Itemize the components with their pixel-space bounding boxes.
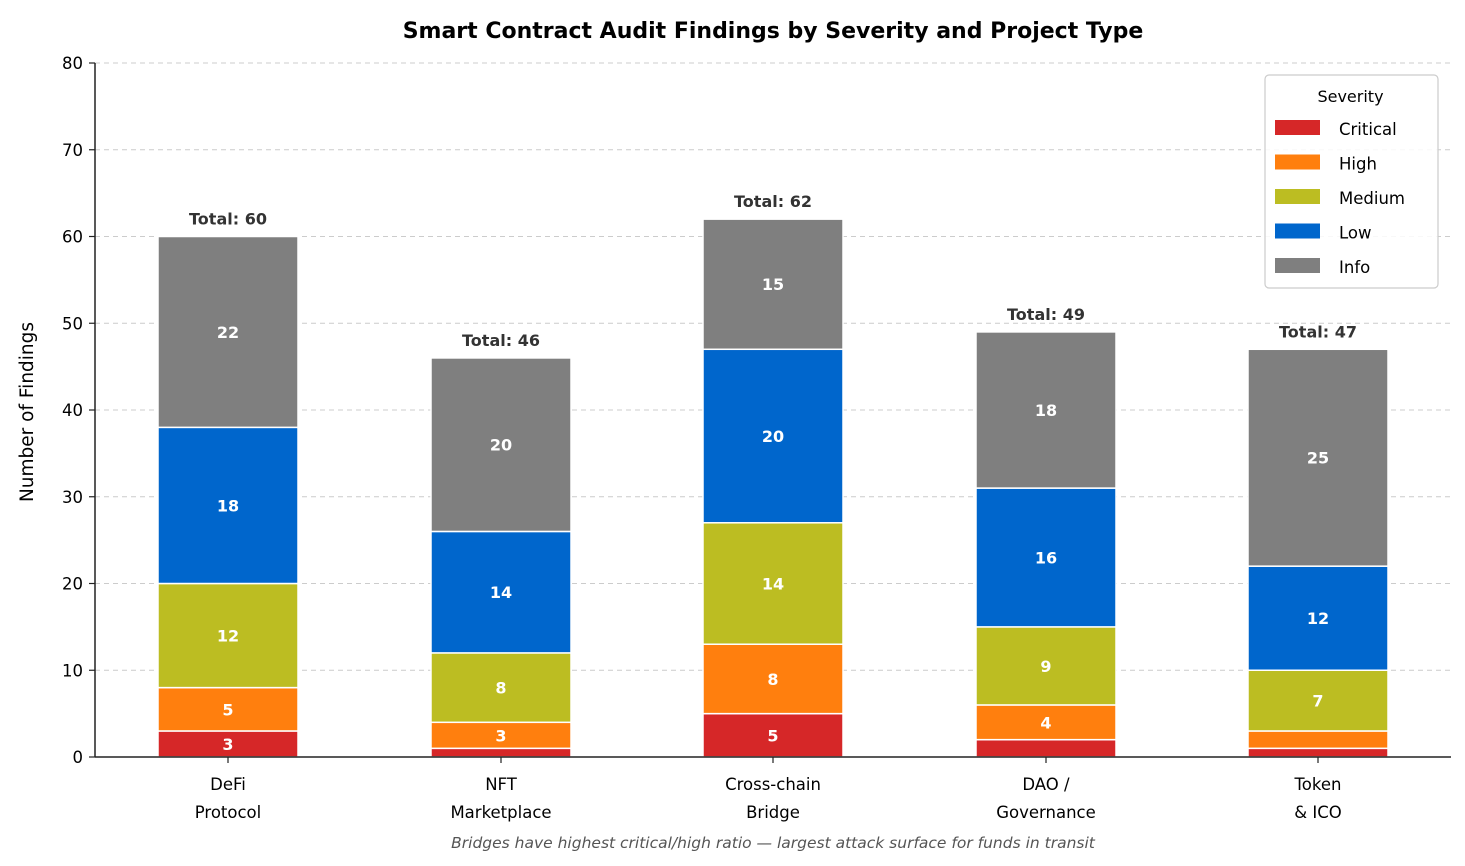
y-tick-label: 50 bbox=[62, 314, 83, 333]
legend-swatch-high bbox=[1275, 154, 1320, 170]
x-tick-label-line: Protocol bbox=[195, 803, 262, 822]
total-label: Total: 60 bbox=[189, 210, 267, 229]
legend-swatch-medium bbox=[1275, 189, 1320, 204]
x-tick-label-line: Governance bbox=[996, 803, 1096, 822]
bar-segment-info bbox=[157, 235, 299, 429]
segment-value-label: 12 bbox=[217, 627, 239, 646]
segment-value-label: 5 bbox=[222, 700, 233, 719]
legend-label: Low bbox=[1339, 224, 1372, 243]
y-tick-label: 40 bbox=[62, 401, 83, 420]
segment-value-label: 18 bbox=[1035, 401, 1057, 420]
y-tick-label: 30 bbox=[62, 488, 83, 507]
y-tick-label: 0 bbox=[73, 748, 84, 767]
y-tick-label: 80 bbox=[62, 54, 83, 73]
segment-value-label: 3 bbox=[495, 726, 506, 745]
bar-segment-high bbox=[1247, 730, 1389, 750]
x-tick-label-line: Token bbox=[1294, 775, 1342, 794]
bar-segment-critical bbox=[157, 730, 299, 758]
bar-segment-critical bbox=[975, 738, 1117, 758]
y-tick-label: 70 bbox=[62, 141, 83, 160]
bar-segment-low bbox=[975, 487, 1117, 628]
legend: Severity Critical High Medium Low Info bbox=[1264, 74, 1439, 289]
bar-segment-info bbox=[430, 357, 572, 533]
bar-segment-low bbox=[702, 348, 844, 524]
bar-segment-info bbox=[1247, 348, 1389, 567]
segment-value-label: 9 bbox=[1040, 657, 1051, 676]
segment-value-label: 8 bbox=[495, 679, 506, 698]
segment-value-label: 14 bbox=[490, 583, 512, 602]
legend-label: Critical bbox=[1339, 120, 1397, 139]
x-tick-label: Cross-chain Bridge bbox=[725, 775, 821, 822]
segment-value-label: 25 bbox=[1307, 449, 1329, 468]
bar-segment-low bbox=[1247, 565, 1389, 672]
x-tick-label-line: Cross-chain bbox=[725, 775, 821, 794]
total-label: Total: 46 bbox=[462, 331, 540, 350]
chart-title: Smart Contract Audit Findings by Severit… bbox=[403, 19, 1144, 44]
bar-segment-critical bbox=[1247, 747, 1389, 758]
x-axis-ticks: DeFi Protocol NFT Marketplace Cross-chain Bri… bbox=[195, 757, 1342, 822]
segment-value-label: 3 bbox=[222, 735, 233, 754]
x-tick-label-line: DeFi bbox=[210, 775, 246, 794]
y-tick-label: 60 bbox=[62, 228, 83, 247]
bar-segment-low bbox=[430, 530, 572, 654]
x-tick-label: NFT Marketplace bbox=[450, 775, 551, 822]
bar-segment-high bbox=[702, 643, 844, 715]
bars: 3 5 12 18 22 Total: 60 3 8 14 20 Total: 46 5 8 14 20 15… bbox=[157, 192, 1389, 758]
bar-segment-critical bbox=[702, 712, 844, 758]
segment-value-label: 4 bbox=[1040, 713, 1051, 732]
legend-label: Medium bbox=[1339, 189, 1405, 208]
legend-swatch-critical bbox=[1275, 120, 1320, 135]
segment-value-label: 22 bbox=[217, 323, 239, 342]
segment-value-label: 12 bbox=[1307, 609, 1329, 628]
legend-box bbox=[1264, 74, 1439, 289]
segment-value-label: 5 bbox=[767, 726, 778, 745]
y-tick-label: 20 bbox=[62, 575, 83, 594]
legend-swatch-info bbox=[1275, 258, 1320, 273]
segment-value-label: 15 bbox=[762, 275, 784, 294]
legend-label: High bbox=[1339, 155, 1377, 174]
segment-value-label: 8 bbox=[767, 670, 778, 689]
x-tick-label: DAO / Governance bbox=[996, 775, 1096, 822]
bar-segment-critical bbox=[430, 747, 572, 758]
x-tick-label-line: NFT bbox=[485, 775, 518, 794]
bar-segment-medium bbox=[157, 582, 299, 689]
bar-segment-low bbox=[157, 426, 299, 585]
segment-value-label: 16 bbox=[1035, 548, 1057, 567]
segment-value-label: 20 bbox=[762, 427, 784, 446]
y-tick-label: 10 bbox=[62, 661, 83, 680]
x-tick-label: DeFi Protocol bbox=[195, 775, 262, 822]
bar-segment-medium bbox=[702, 522, 844, 645]
bar-segment-info bbox=[975, 331, 1117, 489]
segment-value-label: 18 bbox=[217, 496, 239, 515]
x-tick-label-line: Bridge bbox=[746, 803, 800, 822]
total-label: Total: 62 bbox=[734, 192, 812, 211]
x-tick-label-line: Marketplace bbox=[450, 803, 551, 822]
y-axis-ticks: 0 10 20 30 40 50 60 70 80 bbox=[62, 54, 95, 767]
x-tick-label: Token & ICO bbox=[1294, 775, 1342, 822]
legend-title: Severity bbox=[1317, 87, 1383, 106]
segment-value-label: 14 bbox=[762, 575, 784, 594]
legend-swatch-low bbox=[1275, 223, 1320, 239]
x-tick-label-line: & ICO bbox=[1294, 803, 1342, 822]
annotation-note: Bridges have highest critical/high ratio… bbox=[451, 834, 1096, 852]
bar-segment-medium bbox=[1247, 669, 1389, 732]
x-tick-label-line: DAO / bbox=[1022, 775, 1070, 794]
total-label: Total: 49 bbox=[1007, 305, 1085, 324]
legend-label: Info bbox=[1339, 258, 1370, 277]
bar-segment-info bbox=[702, 218, 844, 351]
y-axis-label: Number of Findings bbox=[17, 322, 38, 502]
segment-value-label: 20 bbox=[490, 436, 512, 455]
total-label: Total: 47 bbox=[1279, 322, 1357, 341]
segment-value-label: 7 bbox=[1312, 692, 1323, 711]
bar-segment-high bbox=[157, 686, 299, 732]
